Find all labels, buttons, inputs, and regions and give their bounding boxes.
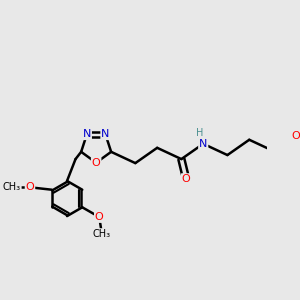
Text: N: N [83,129,91,139]
Text: O: O [92,158,100,168]
Text: N: N [199,139,207,149]
Text: O: O [291,131,300,141]
Text: CH₃: CH₃ [3,182,21,192]
Text: CH₃: CH₃ [93,229,111,239]
Text: O: O [26,182,34,192]
Text: H: H [196,128,203,138]
Text: O: O [182,174,190,184]
Text: N: N [101,129,110,139]
Text: O: O [95,212,103,222]
